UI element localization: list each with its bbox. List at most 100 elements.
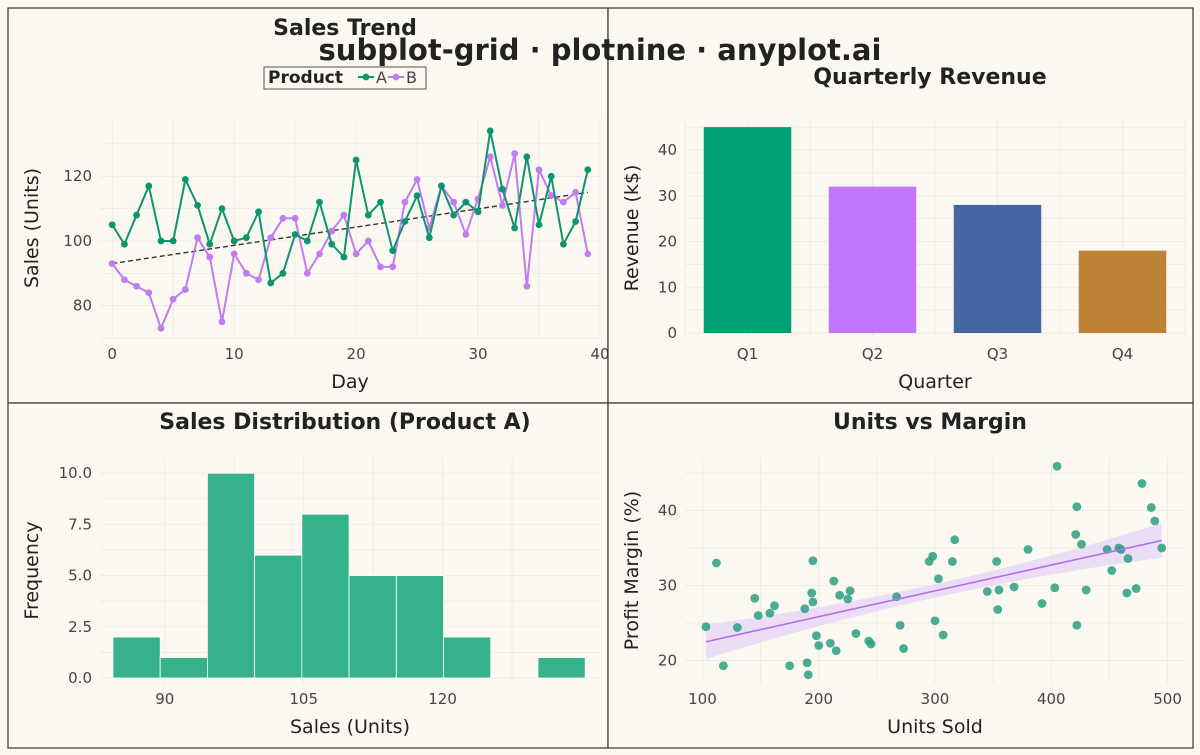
histogram-bar [207,472,256,679]
data-point-B [145,289,153,297]
data-point-A [572,218,580,225]
data-point-A [108,221,116,229]
scatter-point [950,535,960,545]
data-point-B [352,250,360,258]
data-point-B [413,176,421,183]
data-point-A [242,234,250,242]
regression-line [705,539,1162,643]
scatter-point [1052,461,1062,471]
scatter-point [895,620,905,630]
y-tick-label: 20 [658,233,677,251]
scatter-point [982,587,992,596]
scatter-point [1137,479,1147,488]
y-tick-label: 7.5 [68,515,92,533]
y-axis-title: Profit Margin (%) [621,491,643,650]
scatter-point [851,629,861,638]
y-tick-label: 120 [63,167,92,185]
data-point-A [206,240,214,248]
data-point-A [377,198,384,206]
panel-title: Sales Trend [273,16,417,41]
x-tick-label: Q2 [862,345,883,363]
scatter-point [732,623,742,632]
data-point-A [560,240,567,248]
scatter-point [993,605,1003,614]
data-point-A [523,153,531,161]
x-tick-label: Q1 [737,345,758,363]
x-tick-label: 400 [1037,690,1066,708]
scatter-point [711,558,721,568]
x-tick-label: 105 [289,690,318,708]
scatter-point [843,594,853,604]
data-point-A [584,166,592,174]
data-point-A [255,208,262,216]
scatter-point [866,639,876,649]
data-point-B [535,166,543,174]
scatter-point [829,576,839,586]
data-point-A [328,240,336,248]
tick-labels: 100 200 300 400 500 20 30 40 [658,502,1182,709]
data-point-B [560,198,567,206]
data-point-B [316,250,323,258]
scatter-point [835,590,845,600]
scatter-point [811,631,821,641]
data-point-B [462,231,470,238]
x-tick-label: Q4 [1112,345,1133,363]
scatter-point [994,585,1004,595]
panel-quarterly-revenue: Quarterly Revenue Q1 Q2 Q3 Q4 0 10 20 30 40 Quarte… [607,7,1194,404]
scatter-point [899,644,909,653]
data-point-A [499,185,506,193]
bars [703,127,1167,334]
data-point-B [133,282,140,290]
y-axis-title: Sales (Units) [21,168,43,288]
scatter-point [948,557,957,566]
figure-title: subplot-grid · plotnine · anyplot.ai [319,33,882,67]
scatter-point [1131,584,1141,593]
data-point-B [328,227,336,235]
data-point-A [218,205,226,212]
scatter-point [800,604,810,614]
y-tick-label: 40 [658,502,677,520]
x-tick-label: Q3 [987,345,1008,363]
data-point-B [401,198,409,206]
data-point-B [584,250,592,258]
scatter-point [825,638,835,648]
data-point-B [279,214,287,222]
data-point-A [364,211,372,219]
gridlines [100,458,600,683]
data-point-B [194,234,201,242]
series-A [108,127,592,287]
y-tick-label: 0 [667,324,677,342]
scatter-point [770,601,779,611]
scatter-point [765,608,775,618]
scatter-point [808,597,818,607]
x-tick-label: 200 [804,690,833,708]
scatter-point [808,556,818,566]
scatter-point [1050,583,1060,593]
bar-Q1 [703,127,792,334]
scatter-point [1037,599,1047,608]
data-point-A [157,237,165,245]
scatter-point [938,630,948,640]
x-tick-label: 30 [469,345,488,363]
scatter-point [785,661,795,671]
y-tick-label: 10.0 [59,464,92,482]
histogram-bar [112,636,161,679]
data-point-B [389,263,397,271]
trend-line [112,191,588,265]
x-tick-label: 100 [688,690,717,708]
y-tick-label: 30 [658,577,677,595]
y-axis-title: Revenue (k$) [621,165,643,292]
data-point-A [194,201,201,209]
data-point-A [547,172,555,180]
x-tick-label: 10 [225,345,244,363]
data-point-A [352,156,360,164]
histogram-bar [254,554,303,679]
panel-sales-trend: Sales Trend 0 10 20 30 40 80 100 120 Day Sales (Un… [7,7,610,404]
data-point-A [474,208,482,216]
panel-border [607,402,1194,749]
data-point-B [230,250,238,258]
histogram-bar [395,575,444,679]
scatter-point [1081,585,1091,595]
data-point-A [511,224,519,232]
